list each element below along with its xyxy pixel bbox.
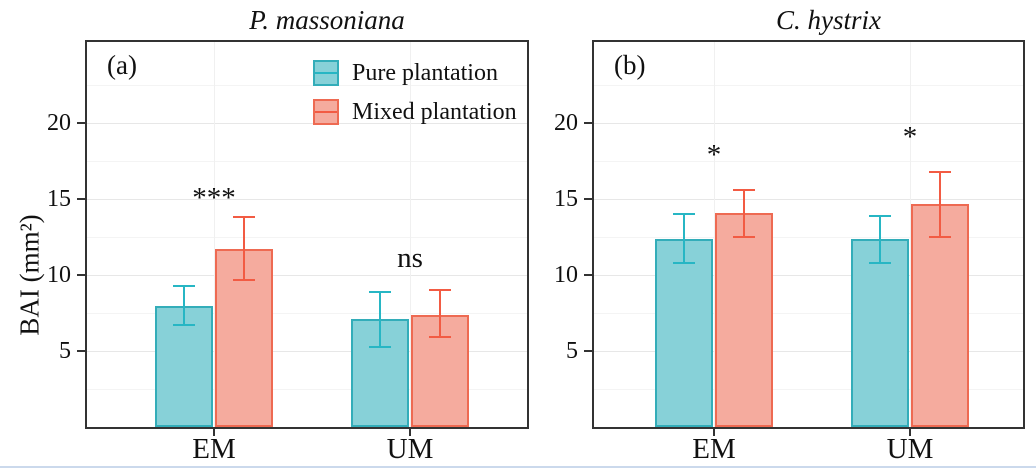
gridline-major	[87, 274, 527, 276]
significance-label-um: *	[902, 120, 918, 153]
x-axis-label-um: UM	[886, 433, 934, 465]
legend-label-mixed: Mixed plantation	[352, 99, 517, 125]
y-axis-tick	[77, 274, 85, 277]
gridline-minor	[594, 84, 1023, 86]
panel-a-title: P. massoniana	[249, 5, 405, 35]
error-bar-cap-top	[429, 289, 451, 292]
y-axis-tick	[584, 122, 592, 125]
gridline-major	[87, 122, 527, 124]
panel-a-tag: (a)	[107, 50, 137, 80]
error-bar-cap-top	[929, 170, 951, 173]
x-axis-label-um: UM	[386, 433, 434, 465]
error-bar-cap-top	[673, 213, 695, 216]
y-axis-tick	[584, 274, 592, 277]
error-bar-cap-bottom	[869, 261, 891, 264]
panel-a-plot-area: (a) Pure plantation Mixed plantation 5 10…	[47, 40, 529, 465]
panel-b-title: C. hystrix	[776, 5, 881, 35]
significance-label-um: ns	[397, 242, 423, 275]
error-bar-cap-bottom	[233, 278, 255, 281]
error-bar-line	[379, 291, 381, 347]
legend-item-pure: Pure plantation	[313, 60, 517, 86]
x-axis-tick	[409, 429, 411, 436]
gridline-minor	[87, 388, 527, 390]
bar-mixed-em	[715, 212, 773, 427]
error-bar-line	[439, 290, 441, 338]
y-axis-tick-label: 20	[47, 110, 71, 137]
y-axis-tick-label: 20	[554, 110, 578, 137]
y-axis-tick	[584, 350, 592, 353]
error-bar-cap-top	[173, 284, 195, 287]
error-bar-line	[183, 285, 185, 326]
gridline-major	[87, 198, 527, 200]
y-axis-tick-label: 10	[554, 262, 578, 289]
x-axis-tick	[213, 429, 215, 436]
x-axis-tick	[909, 429, 911, 436]
y-axis-tick-label: 5	[59, 338, 71, 365]
gridline-major	[594, 350, 1023, 352]
error-bar-line	[743, 190, 745, 238]
x-axis-label-em: EM	[692, 433, 736, 465]
legend: Pure plantation Mixed plantation	[313, 60, 517, 138]
error-bar-cap-bottom	[429, 336, 451, 339]
gridline-vertical	[909, 42, 911, 427]
error-bar-cap-top	[369, 290, 391, 293]
legend-key-mixed-plantation-icon	[313, 99, 339, 125]
gridline-minor	[594, 236, 1023, 238]
y-axis-tick-label: 5	[566, 338, 578, 365]
bar-mixed-um	[911, 203, 969, 427]
gridline-minor	[594, 160, 1023, 162]
gridline-minor	[87, 236, 527, 238]
error-bar-line	[243, 217, 245, 280]
x-axis-tick	[713, 429, 715, 436]
page-edge-line	[0, 466, 1036, 468]
legend-key-errorbar-line	[315, 111, 337, 113]
legend-item-mixed: Mixed plantation	[313, 99, 517, 125]
panel-b-plot-area: (b) 5 10 15 20 * EM * UM	[554, 40, 1025, 465]
error-bar-cap-top	[869, 214, 891, 217]
error-bar-cap-bottom	[929, 236, 951, 239]
legend-label-pure: Pure plantation	[352, 60, 498, 86]
gridline-minor	[594, 312, 1023, 314]
y-axis-tick-label: 15	[554, 186, 578, 213]
gridline-major	[594, 274, 1023, 276]
legend-key-errorbar-line	[315, 72, 337, 74]
gridline-minor	[594, 388, 1023, 390]
gridline-vertical	[409, 42, 411, 427]
panel-b-tag: (b)	[614, 50, 646, 80]
y-axis-tick-label: 10	[47, 262, 71, 289]
gridline-major	[594, 122, 1023, 124]
y-axis-tick	[77, 198, 85, 201]
error-bar-cap-bottom	[733, 236, 755, 239]
error-bar-cap-bottom	[369, 345, 391, 348]
significance-label-em: *	[706, 139, 722, 172]
error-bar-cap-bottom	[673, 261, 695, 264]
y-axis-tick	[584, 198, 592, 201]
error-bar-line	[683, 214, 685, 263]
gridline-minor	[87, 84, 527, 86]
error-bar-cap-top	[733, 189, 755, 192]
x-axis-label-em: EM	[192, 433, 236, 465]
legend-key-pure-plantation-icon	[313, 60, 339, 86]
y-axis-tick-label: 15	[47, 186, 71, 213]
y-axis-tick	[77, 122, 85, 125]
error-bar-line	[939, 171, 941, 238]
gridline-minor	[87, 312, 527, 314]
bar-pure-em	[655, 238, 713, 427]
bar-pure-um	[851, 238, 909, 427]
significance-label-em: ***	[192, 181, 236, 214]
gridline-major	[87, 350, 527, 352]
error-bar-line	[879, 215, 881, 263]
gridline-major	[594, 198, 1023, 200]
error-bar-cap-top	[233, 216, 255, 219]
gridline-vertical	[213, 42, 215, 427]
y-axis-tick	[77, 350, 85, 353]
gridline-minor	[87, 160, 527, 162]
error-bar-cap-bottom	[173, 324, 195, 327]
gridline-vertical	[713, 42, 715, 427]
bar-mixed-em	[215, 249, 273, 427]
